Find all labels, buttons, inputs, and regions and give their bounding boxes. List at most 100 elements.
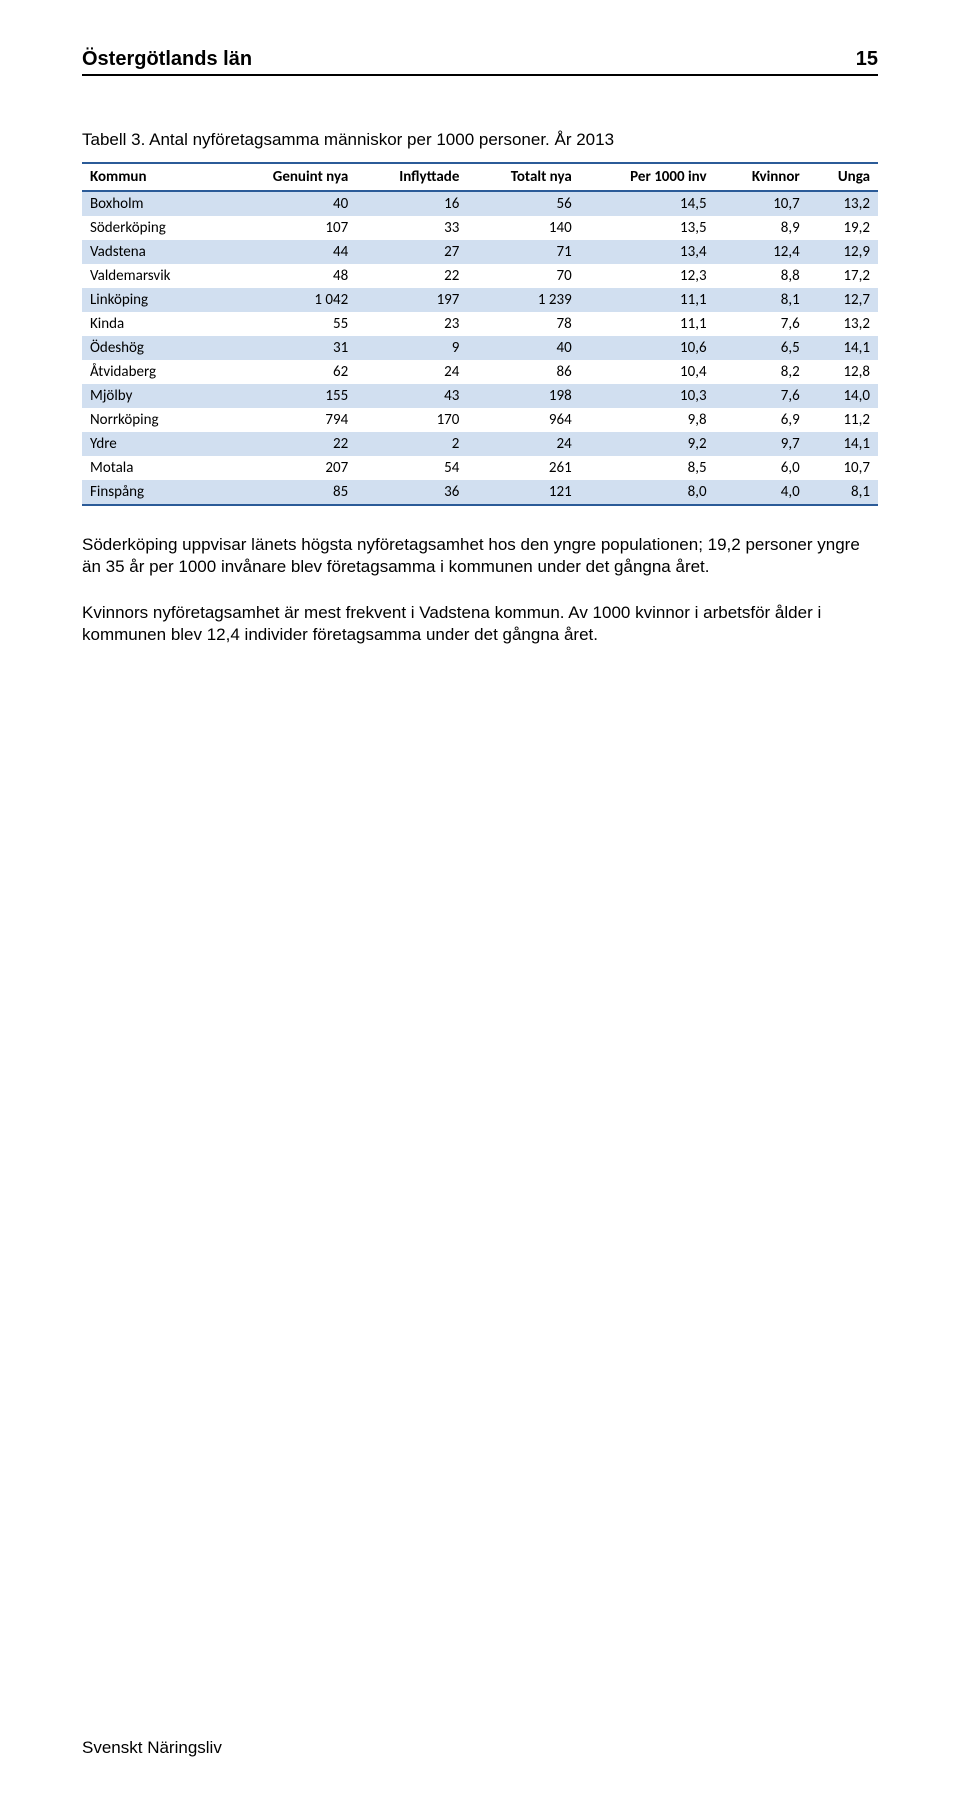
table-cell: 170 bbox=[356, 408, 467, 432]
table-cell: 12,4 bbox=[715, 240, 808, 264]
table-row: Boxholm40165614,510,713,2 bbox=[82, 191, 878, 216]
table-cell: 56 bbox=[467, 191, 579, 216]
table-cell: 22 bbox=[223, 432, 356, 456]
table-cell: 70 bbox=[467, 264, 579, 288]
table-cell: 794 bbox=[223, 408, 356, 432]
table-cell: Ödeshög bbox=[82, 336, 223, 360]
table-caption: Tabell 3. Antal nyföretagsamma människor… bbox=[82, 130, 878, 150]
table-cell: Ydre bbox=[82, 432, 223, 456]
table-cell: 1 042 bbox=[223, 288, 356, 312]
col-header: Kommun bbox=[82, 163, 223, 191]
table-cell: 85 bbox=[223, 480, 356, 505]
table-row: Åtvidaberg62248610,48,212,8 bbox=[82, 360, 878, 384]
table-cell: 11,1 bbox=[580, 312, 715, 336]
table-cell: 10,7 bbox=[715, 191, 808, 216]
table-cell: 86 bbox=[467, 360, 579, 384]
table-cell: 13,2 bbox=[808, 191, 878, 216]
table-cell: 8,9 bbox=[715, 216, 808, 240]
table-cell: 8,0 bbox=[580, 480, 715, 505]
table-cell: 6,0 bbox=[715, 456, 808, 480]
table-cell: 78 bbox=[467, 312, 579, 336]
table-cell: 55 bbox=[223, 312, 356, 336]
table-row: Norrköping7941709649,86,911,2 bbox=[82, 408, 878, 432]
table-cell: 2 bbox=[356, 432, 467, 456]
table-cell: Linköping bbox=[82, 288, 223, 312]
table-cell: 12,7 bbox=[808, 288, 878, 312]
table-cell: 17,2 bbox=[808, 264, 878, 288]
table-cell: 19,2 bbox=[808, 216, 878, 240]
col-header: Kvinnor bbox=[715, 163, 808, 191]
table-cell: 11,1 bbox=[580, 288, 715, 312]
table-row: Kinda55237811,17,613,2 bbox=[82, 312, 878, 336]
table-cell: 54 bbox=[356, 456, 467, 480]
table-cell: Mjölby bbox=[82, 384, 223, 408]
body-paragraph: Kvinnors nyföretagsamhet är mest frekven… bbox=[82, 602, 862, 646]
table-cell: 207 bbox=[223, 456, 356, 480]
table-cell: 7,6 bbox=[715, 384, 808, 408]
table-cell: 43 bbox=[356, 384, 467, 408]
footer-text: Svenskt Näringsliv bbox=[82, 1738, 222, 1758]
table-cell: 24 bbox=[356, 360, 467, 384]
table-cell: 197 bbox=[356, 288, 467, 312]
table-cell: 16 bbox=[356, 191, 467, 216]
col-header: Genuint nya bbox=[223, 163, 356, 191]
table-cell: Motala bbox=[82, 456, 223, 480]
table-row: Ydre222249,29,714,1 bbox=[82, 432, 878, 456]
table-cell: 13,2 bbox=[808, 312, 878, 336]
table-cell: Finspång bbox=[82, 480, 223, 505]
table-cell: 155 bbox=[223, 384, 356, 408]
table-cell: 14,1 bbox=[808, 432, 878, 456]
table-cell: Boxholm bbox=[82, 191, 223, 216]
table-cell: 9,8 bbox=[580, 408, 715, 432]
table-cell: Norrköping bbox=[82, 408, 223, 432]
table-cell: 44 bbox=[223, 240, 356, 264]
table-cell: 964 bbox=[467, 408, 579, 432]
table-cell: 12,9 bbox=[808, 240, 878, 264]
header-rule bbox=[82, 74, 878, 76]
body-paragraph: Söderköping uppvisar länets högsta nyför… bbox=[82, 534, 862, 578]
table-cell: 22 bbox=[356, 264, 467, 288]
table-cell: 261 bbox=[467, 456, 579, 480]
table-cell: 140 bbox=[467, 216, 579, 240]
table-cell: 9,2 bbox=[580, 432, 715, 456]
table-cell: 8,5 bbox=[580, 456, 715, 480]
table-cell: 40 bbox=[223, 191, 356, 216]
col-header: Unga bbox=[808, 163, 878, 191]
table-cell: 8,2 bbox=[715, 360, 808, 384]
table-cell: 107 bbox=[223, 216, 356, 240]
table-row: Valdemarsvik48227012,38,817,2 bbox=[82, 264, 878, 288]
table-cell: 13,4 bbox=[580, 240, 715, 264]
table-cell: 12,3 bbox=[580, 264, 715, 288]
data-table: Kommun Genuint nya Inflyttade Totalt nya… bbox=[82, 162, 878, 506]
table-cell: 10,7 bbox=[808, 456, 878, 480]
table-cell: 71 bbox=[467, 240, 579, 264]
col-header: Per 1000 inv bbox=[580, 163, 715, 191]
table-cell: 24 bbox=[467, 432, 579, 456]
table-cell: Åtvidaberg bbox=[82, 360, 223, 384]
table-cell: 10,6 bbox=[580, 336, 715, 360]
page-title: Östergötlands län bbox=[82, 48, 252, 71]
table-row: Linköping1 0421971 23911,18,112,7 bbox=[82, 288, 878, 312]
table-row: Finspång85361218,04,08,1 bbox=[82, 480, 878, 505]
table-cell: 27 bbox=[356, 240, 467, 264]
table-cell: 10,3 bbox=[580, 384, 715, 408]
table-cell: 10,4 bbox=[580, 360, 715, 384]
table-cell: 121 bbox=[467, 480, 579, 505]
table-row: Ödeshög3194010,66,514,1 bbox=[82, 336, 878, 360]
table-cell: 23 bbox=[356, 312, 467, 336]
table-cell: 14,1 bbox=[808, 336, 878, 360]
table-cell: Kinda bbox=[82, 312, 223, 336]
table-header-row: Kommun Genuint nya Inflyttade Totalt nya… bbox=[82, 163, 878, 191]
page-number: 15 bbox=[856, 48, 878, 71]
table-cell: 14,0 bbox=[808, 384, 878, 408]
table-cell: 11,2 bbox=[808, 408, 878, 432]
col-header: Inflyttade bbox=[356, 163, 467, 191]
table-cell: Valdemarsvik bbox=[82, 264, 223, 288]
table-row: Mjölby1554319810,37,614,0 bbox=[82, 384, 878, 408]
table-cell: 14,5 bbox=[580, 191, 715, 216]
table-cell: 40 bbox=[467, 336, 579, 360]
table-cell: 48 bbox=[223, 264, 356, 288]
table-row: Motala207542618,56,010,7 bbox=[82, 456, 878, 480]
table-cell: 1 239 bbox=[467, 288, 579, 312]
table-cell: 13,5 bbox=[580, 216, 715, 240]
